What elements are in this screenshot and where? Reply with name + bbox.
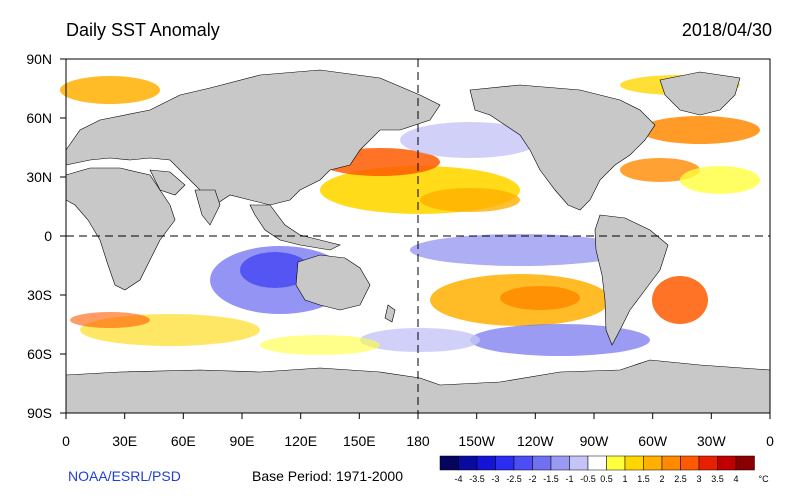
lon-label-60w: 60W [638, 433, 668, 449]
colorbar: -4 -3.5 -3 -2.5 -2 -1.5 -1 -0.5 0.5 1 1.5 2 2.5 3 3.5 4… [439, 455, 770, 484]
lat-label-30s: 30S [27, 287, 52, 303]
lon-axis: 0 30E 60E 90E 120E 150E 180 150W 120W 90… [62, 413, 774, 449]
colorbar-swatch [643, 455, 663, 471]
colorbar-tick-label: 0.5 [600, 474, 613, 484]
colorbar-tick-label: 3 [696, 474, 701, 484]
colorbar-swatch [495, 455, 515, 471]
colorbar-tick-label: 2 [659, 474, 664, 484]
colorbar-tick-label: -1 [565, 474, 573, 484]
lat-label-90n: 90N [26, 51, 52, 67]
lat-label-60s: 60S [27, 346, 52, 362]
lon-label-150w: 150W [458, 433, 495, 449]
colorbar-swatch [624, 455, 644, 471]
anomaly-field [60, 75, 760, 356]
lon-label-30w: 30W [697, 433, 727, 449]
india-land [194, 189, 221, 226]
lat-axis: 90N 60N 30N 0 30S 60S 90S [26, 51, 66, 421]
colorbar-tick-label: 4 [733, 474, 738, 484]
colorbar-swatch [532, 455, 552, 471]
eurasia-land [65, 69, 441, 206]
colorbar-tick-label: 3.5 [711, 474, 724, 484]
lon-label-120w: 120W [517, 433, 554, 449]
colorbar-swatch [458, 455, 478, 471]
north-america-land [469, 84, 656, 211]
lat-label-60n: 60N [26, 110, 52, 126]
colorbar-tick-label: -1.5 [543, 474, 559, 484]
base-period-label: Base Period: 1971-2000 [252, 468, 403, 484]
lon-label-90e: 90E [230, 433, 255, 449]
colorbar-tick-label: -0.5 [580, 474, 596, 484]
colorbar-swatch [735, 455, 755, 471]
colorbar-swatch [476, 455, 496, 471]
map-title: Daily SST Anomaly [66, 20, 220, 40]
colorbar-swatch [698, 455, 718, 471]
credit-label: NOAA/ESRL/PSD [68, 468, 181, 484]
south-america-land [594, 214, 669, 346]
lon-label-120e: 120E [284, 433, 317, 449]
colorbar-swatch [550, 455, 570, 471]
colorbar-swatch [513, 455, 533, 471]
lon-label-0: 0 [62, 433, 70, 449]
colorbar-tick-label: 2.5 [674, 474, 687, 484]
lon-label-0-end: 0 [766, 433, 774, 449]
new-zealand-land [384, 304, 396, 323]
colorbar-swatch [587, 455, 607, 471]
lon-label-150e: 150E [343, 433, 376, 449]
colorbar-tick-label: -3.5 [469, 474, 485, 484]
colorbar-tick-label: 1.5 [637, 474, 650, 484]
australia-land [295, 254, 371, 311]
colorbar-swatch [569, 455, 589, 471]
colorbar-swatch [439, 455, 459, 471]
colorbar-tick-label: -2 [528, 474, 536, 484]
colorbar-swatch [661, 455, 681, 471]
colorbar-tick-label: -3 [491, 474, 499, 484]
lon-label-30e: 30E [112, 433, 137, 449]
colorbar-swatch [680, 455, 700, 471]
lon-label-90w: 90W [580, 433, 610, 449]
indonesia-land [249, 204, 341, 251]
map-date: 2018/04/30 [681, 20, 772, 40]
lat-label-0: 0 [44, 228, 52, 244]
lon-label-180: 180 [406, 433, 430, 449]
lon-label-60e: 60E [171, 433, 196, 449]
colorbar-unit-label: °C [759, 474, 770, 484]
greenland-land [659, 71, 741, 116]
colorbar-tick-label: 1 [622, 474, 627, 484]
arabia-land [149, 169, 186, 196]
lat-label-30n: 30N [26, 169, 52, 185]
colorbar-tick-label: -2.5 [506, 474, 522, 484]
lat-label-90s: 90S [27, 405, 52, 421]
colorbar-swatch [717, 455, 737, 471]
africa-land [65, 167, 176, 291]
colorbar-swatch [606, 455, 626, 471]
colorbar-tick-label: -4 [454, 474, 462, 484]
